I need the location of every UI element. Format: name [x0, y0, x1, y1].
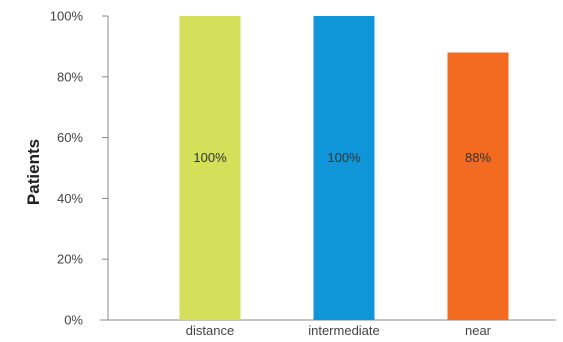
bar-distance — [179, 16, 241, 320]
category-label: near — [465, 323, 492, 338]
bar-near — [447, 52, 509, 320]
category-label: intermediate — [308, 323, 380, 338]
data-label: 100% — [193, 150, 227, 165]
y-tick-label: 40% — [57, 191, 83, 206]
y-tick-label: 20% — [57, 252, 83, 267]
y-tick-label: 60% — [57, 130, 83, 145]
category-label: distance — [186, 323, 234, 338]
y-axis-title: Patients — [24, 139, 43, 205]
data-label: 100% — [327, 150, 361, 165]
y-tick-label: 100% — [50, 9, 84, 24]
y-tick-label: 80% — [57, 69, 83, 84]
bar-intermediate — [313, 16, 375, 320]
bars — [179, 16, 509, 320]
axes: 0% 20% 40% 60% 80% 100% — [50, 9, 556, 328]
y-tick-label: 0% — [64, 313, 83, 328]
data-label: 88% — [465, 150, 491, 165]
labels: 100% distance 100% intermediate 88% near — [186, 150, 492, 338]
